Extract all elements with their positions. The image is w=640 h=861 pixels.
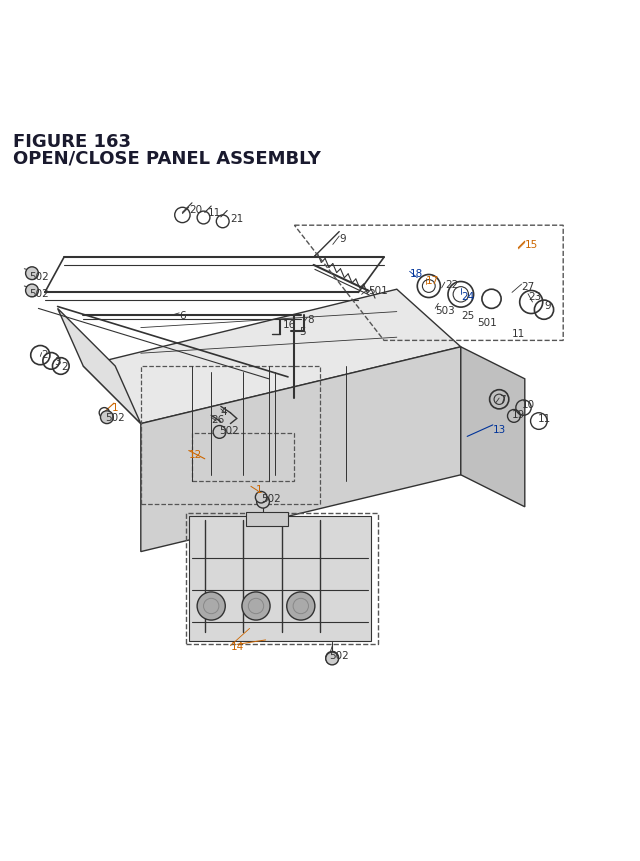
Text: 18: 18 <box>410 269 423 279</box>
Text: 4: 4 <box>221 406 227 417</box>
Polygon shape <box>83 290 461 424</box>
Text: 501: 501 <box>368 286 388 296</box>
Text: 24: 24 <box>461 291 474 301</box>
Circle shape <box>255 492 267 504</box>
Text: 3: 3 <box>54 356 61 367</box>
Text: 9: 9 <box>339 233 346 244</box>
Text: 22: 22 <box>445 280 458 290</box>
Text: 503: 503 <box>435 306 455 315</box>
Text: 10: 10 <box>522 400 535 410</box>
Text: 12: 12 <box>189 449 202 460</box>
Text: 5: 5 <box>300 327 306 337</box>
Circle shape <box>242 592 270 621</box>
Circle shape <box>26 285 38 298</box>
Circle shape <box>100 412 113 424</box>
Text: 14: 14 <box>230 641 244 652</box>
Circle shape <box>197 592 225 621</box>
Text: 16: 16 <box>283 320 296 330</box>
Circle shape <box>326 653 339 665</box>
Text: 15: 15 <box>525 240 538 250</box>
Text: 6: 6 <box>179 311 186 320</box>
Text: 26: 26 <box>211 415 225 424</box>
Circle shape <box>287 592 315 621</box>
Circle shape <box>26 268 38 281</box>
Text: 501: 501 <box>477 318 497 328</box>
Text: 27: 27 <box>522 282 535 292</box>
Text: 502: 502 <box>106 412 125 423</box>
Text: 502: 502 <box>29 272 49 282</box>
Text: 2: 2 <box>42 350 48 360</box>
Text: 23: 23 <box>528 291 541 301</box>
Text: 502: 502 <box>29 288 49 299</box>
Polygon shape <box>141 347 461 552</box>
FancyBboxPatch shape <box>246 512 288 526</box>
Text: 13: 13 <box>493 424 506 434</box>
Text: OPEN/CLOSE PANEL ASSEMBLY: OPEN/CLOSE PANEL ASSEMBLY <box>13 149 321 167</box>
Text: 9: 9 <box>544 300 550 311</box>
Text: 502: 502 <box>330 651 349 660</box>
Circle shape <box>257 496 269 509</box>
Text: 25: 25 <box>461 311 474 320</box>
Circle shape <box>213 426 226 439</box>
Text: FIGURE 163: FIGURE 163 <box>13 133 131 152</box>
Text: 20: 20 <box>189 205 202 215</box>
Circle shape <box>326 652 339 665</box>
Bar <box>141 367 320 504</box>
Text: 1: 1 <box>112 402 118 412</box>
Text: 11: 11 <box>538 414 551 424</box>
Text: 1: 1 <box>256 485 262 494</box>
Bar <box>186 514 378 645</box>
Text: 502: 502 <box>219 425 239 436</box>
Bar <box>192 434 294 481</box>
Text: 11: 11 <box>208 208 221 218</box>
Polygon shape <box>58 309 141 424</box>
Text: 502: 502 <box>261 494 281 504</box>
Text: 2: 2 <box>61 362 67 372</box>
Text: 21: 21 <box>230 214 244 223</box>
Text: 7: 7 <box>499 395 506 405</box>
Text: 11: 11 <box>512 328 525 338</box>
Text: 19: 19 <box>512 410 525 419</box>
Text: 17: 17 <box>426 276 439 285</box>
FancyBboxPatch shape <box>189 517 371 641</box>
Text: 8: 8 <box>307 315 314 325</box>
Polygon shape <box>461 347 525 507</box>
